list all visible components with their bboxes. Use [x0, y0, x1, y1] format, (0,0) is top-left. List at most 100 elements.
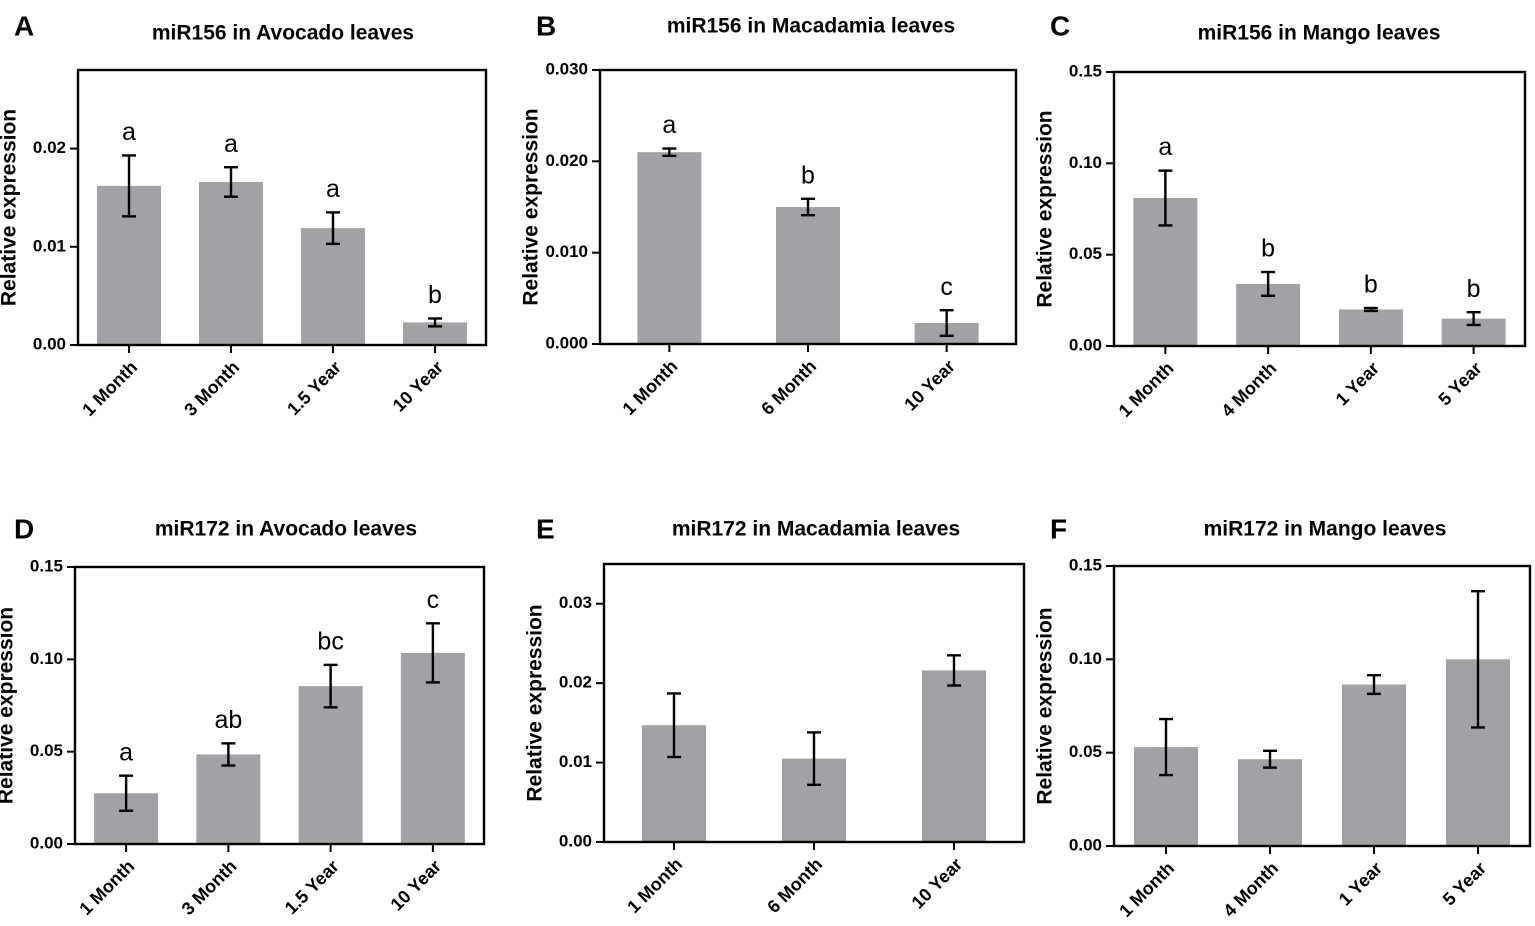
x-tick-label: 6 Month [757, 356, 820, 419]
significance-label: a [662, 111, 676, 139]
error-bar [1159, 717, 1173, 777]
significance-label: a [119, 738, 133, 766]
plot-frame [602, 562, 1026, 844]
y-tick-label: 0.15 [1069, 555, 1102, 574]
error-bar [807, 731, 821, 787]
bar [196, 754, 261, 844]
x-tick-label: 1 Month [78, 357, 141, 420]
panel-label: F [1050, 513, 1067, 544]
plot-frame [1112, 70, 1527, 348]
error-bar [425, 622, 440, 684]
y-tick-label: 0.05 [1069, 742, 1102, 761]
error-bar [667, 692, 681, 759]
y-axis-label: Relative expression [1034, 110, 1057, 307]
y-tick-label: 0.03 [559, 593, 592, 612]
plot-frame [76, 68, 488, 347]
y-axis-label: Relative expression [1034, 607, 1057, 804]
x-tick-label: 10 Year [387, 856, 446, 915]
chart-title: miR156 in Mango leaves [1198, 22, 1441, 45]
x-tick-label: 1 Month [75, 856, 138, 919]
error-bar [1471, 590, 1485, 729]
panel-label: C [1050, 10, 1070, 41]
bar [298, 686, 363, 844]
chart-title: miR172 in Avocado leaves [155, 518, 417, 541]
significance-label: a [122, 118, 136, 146]
y-tick-label: 0.10 [30, 649, 63, 668]
x-tick-label: 10 Year [389, 357, 448, 416]
y-tick-label: 0.02 [559, 673, 592, 692]
chart-title: miR172 in Macadamia leaves [672, 518, 960, 541]
x-tick-label: 4 Month [1219, 858, 1282, 921]
y-tick-label: 0.00 [559, 831, 592, 850]
significance-label: a [1158, 133, 1172, 161]
chart-title: miR156 in Macadamia leaves [667, 15, 955, 38]
x-tick-label: 5 Year [1439, 858, 1490, 909]
y-tick-label: 0.000 [545, 333, 588, 352]
chart-title: miR156 in Avocado leaves [152, 22, 414, 45]
bar [403, 322, 467, 345]
x-tick-label: 1.5 Year [281, 856, 343, 918]
significance-label: a [326, 175, 340, 203]
panel-label: E [536, 513, 555, 544]
y-tick-label: 0.10 [1069, 649, 1102, 668]
error-bar [1367, 674, 1381, 696]
x-tick-label: 1.5 Year [283, 357, 345, 419]
error-bar [224, 166, 238, 198]
bar [400, 652, 465, 844]
y-tick-label: 0.10 [1069, 153, 1102, 172]
significance-label: a [224, 130, 238, 158]
significance-label: ab [214, 706, 242, 734]
y-tick-label: 0.00 [1069, 835, 1102, 854]
bar [637, 152, 702, 344]
error-bar [428, 317, 442, 328]
error-bar [662, 147, 677, 158]
error-bar [1261, 270, 1276, 297]
y-tick-label: 0.05 [1069, 244, 1102, 263]
bar [1238, 759, 1302, 846]
error-bar [1158, 169, 1173, 227]
plot-frame [73, 565, 486, 846]
significance-label: b [1467, 275, 1481, 303]
panel-label: A [14, 10, 34, 41]
error-bar [119, 774, 134, 812]
x-tick-label: 1 Month [1115, 858, 1178, 921]
panel-label: D [14, 513, 34, 544]
significance-label: bc [317, 627, 343, 655]
x-tick-label: 5 Year [1434, 358, 1485, 409]
y-axis-label: Relative expression [520, 108, 543, 305]
error-bar [801, 197, 815, 217]
y-tick-label: 0.030 [545, 59, 588, 78]
bar [776, 207, 840, 344]
x-tick-label: 1 Month [1115, 358, 1178, 421]
x-tick-label: 6 Month [763, 854, 826, 917]
significance-label: b [428, 281, 442, 309]
error-bar [326, 211, 340, 246]
significance-label: c [427, 586, 440, 614]
y-tick-label: 0.020 [545, 151, 588, 170]
y-axis-label: Relative expression [0, 607, 18, 804]
bar [1342, 684, 1406, 846]
y-tick-label: 0.15 [30, 556, 63, 575]
bar [1338, 309, 1403, 346]
x-tick-label: 1 Year [1335, 858, 1386, 909]
significance-label: b [1261, 235, 1275, 263]
y-tick-label: 0.01 [33, 236, 66, 255]
error-bar [1363, 306, 1378, 313]
chart-title: miR172 in Mango leaves [1204, 518, 1447, 541]
x-tick-label: 4 Month [1217, 358, 1280, 421]
panel-label: B [536, 10, 556, 41]
y-tick-label: 0.02 [33, 138, 66, 157]
plot-frame [1112, 564, 1532, 848]
x-tick-label: 10 Year [908, 854, 967, 913]
y-tick-label: 0.15 [1069, 61, 1102, 80]
x-tick-label: 1 Month [619, 356, 682, 419]
error-bar [1263, 749, 1277, 769]
significance-label: b [1364, 271, 1378, 299]
x-tick-label: 1 Year [1332, 358, 1383, 409]
